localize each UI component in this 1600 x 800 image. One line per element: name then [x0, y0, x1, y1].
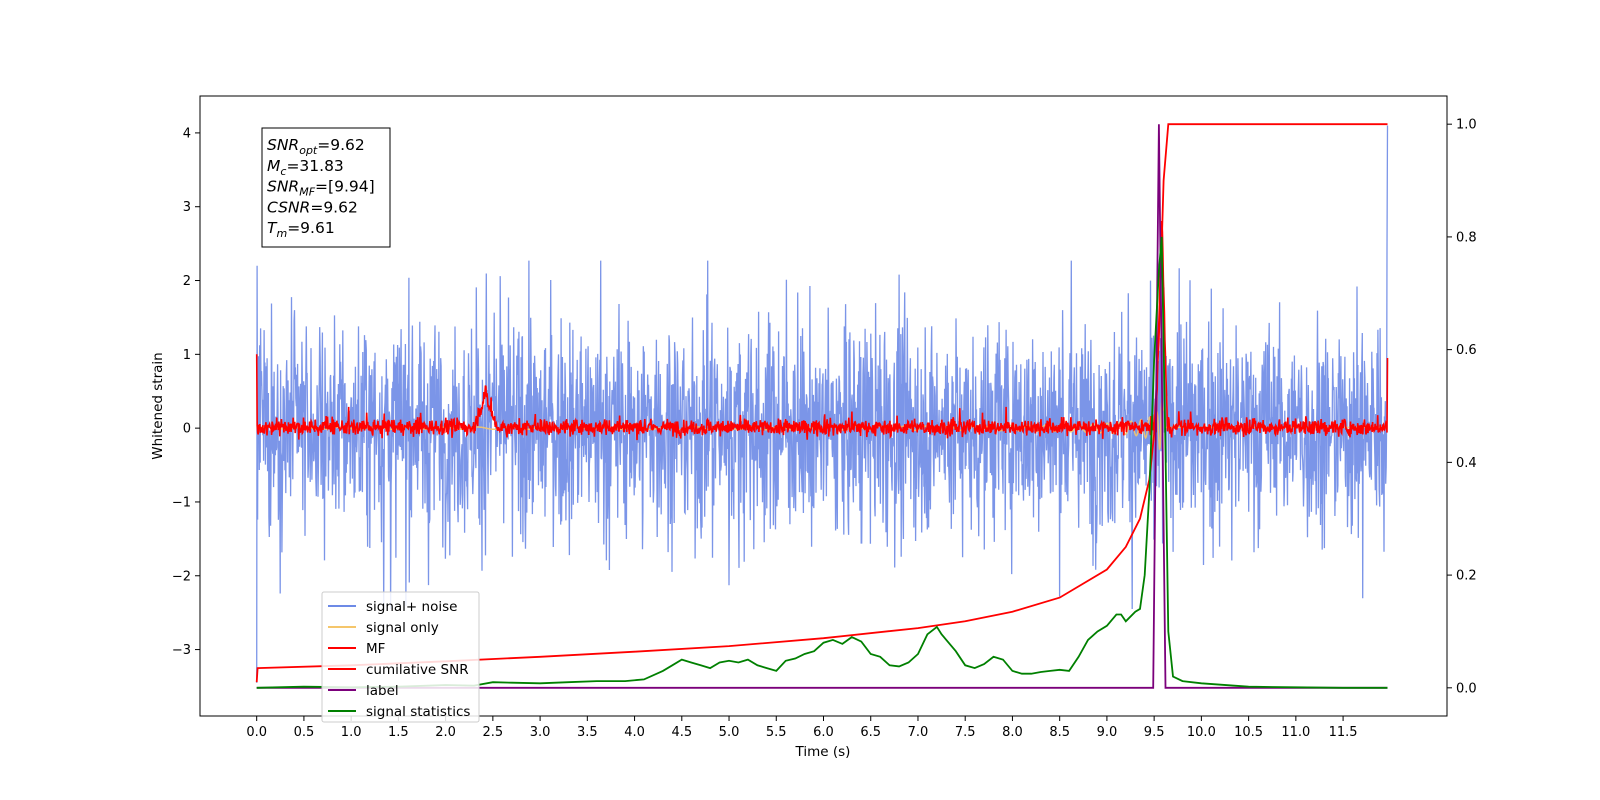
- x-tick-label: 10.0: [1187, 725, 1216, 740]
- x-tick-label: 6.5: [860, 725, 881, 740]
- y-right-tick-label: 0.4: [1456, 456, 1477, 471]
- x-tick-label: 1.0: [341, 725, 362, 740]
- y-axis-left-ticks: 4 3 2 1 0 −1 −2 −3: [172, 126, 200, 658]
- x-tick-label: 0.0: [246, 725, 267, 740]
- x-tick-label: 8.5: [1049, 725, 1070, 740]
- y-left-tick-label: 4: [183, 126, 191, 141]
- x-axis-ticks: 0.0 0.5 1.0 1.5 2.0 2.5 3.0 3.5 4.0 4.5 5.0 5.5 6.0 6…: [246, 716, 1358, 740]
- x-tick-label: 2.0: [435, 725, 456, 740]
- annotation-line: SNRMF=[9.94]: [267, 178, 375, 199]
- annotation-line: Mc=31.83: [267, 157, 344, 178]
- x-tick-label: 3.5: [577, 725, 598, 740]
- y-left-tick-label: −2: [172, 569, 191, 584]
- series-mf-line: [255, 220, 1389, 441]
- y-left-tick-label: 3: [183, 200, 191, 215]
- x-tick-label: 5.0: [719, 725, 740, 740]
- annotation-line: SNRopt=9.62: [267, 136, 365, 157]
- legend: signal+ noise signal only MF cumilative SNR…: [321, 591, 480, 723]
- legend-label: signal statistics: [366, 704, 470, 720]
- y-right-tick-label: 0.8: [1456, 230, 1477, 245]
- y-right-tick-label: 0.2: [1456, 569, 1477, 584]
- x-tick-label: 7.0: [908, 725, 929, 740]
- series-label-line: [256, 124, 1388, 689]
- x-tick-label: 9.0: [1097, 725, 1118, 740]
- x-tick-label: 8.0: [1002, 725, 1023, 740]
- legend-label: label: [366, 683, 399, 699]
- metrics-annotation-box: SNRopt=9.62Mc=31.83SNRMF=[9.94]CSNR=9.62…: [261, 127, 391, 248]
- x-tick-label: 2.5: [483, 725, 504, 740]
- legend-label: MF: [366, 641, 385, 657]
- x-tick-label: 6.0: [813, 725, 834, 740]
- annotation-line: CSNR=9.62: [267, 198, 358, 216]
- y-left-tick-label: 0: [183, 422, 191, 437]
- x-tick-label: 11.5: [1329, 725, 1358, 740]
- x-axis-title: Time (s): [795, 744, 851, 760]
- legend-label: signal+ noise: [366, 599, 457, 615]
- y-right-tick-label: 1.0: [1456, 118, 1477, 133]
- y-left-tick-label: −1: [172, 495, 191, 510]
- legend-frame: [321, 591, 480, 723]
- x-tick-label: 5.5: [766, 725, 787, 740]
- legend-label: signal only: [366, 620, 439, 636]
- annotation-line: Tm=9.61: [267, 219, 335, 240]
- y-left-tick-label: 2: [183, 274, 191, 289]
- y-right-tick-label: 0.6: [1456, 343, 1477, 358]
- x-tick-label: 1.5: [388, 725, 409, 740]
- x-tick-label: 3.0: [530, 725, 551, 740]
- y-right-tick-label: 0.0: [1456, 681, 1477, 696]
- x-tick-label: 9.5: [1144, 725, 1165, 740]
- x-tick-label: 0.5: [294, 725, 315, 740]
- y-axis-right-ticks: 1.0 0.8 0.6 0.4 0.2 0.0: [1447, 118, 1477, 696]
- y-left-tick-label: −3: [172, 643, 191, 658]
- series-signal-statistics-line: [256, 236, 1388, 689]
- x-tick-label: 4.0: [624, 725, 645, 740]
- y-axis-title: Whitened strain: [150, 352, 166, 459]
- y-left-tick-label: 1: [183, 348, 191, 363]
- legend-label: cumilative SNR: [366, 662, 469, 678]
- x-tick-label: 4.5: [671, 725, 692, 740]
- series-signal-noise-line: [256, 125, 1389, 683]
- x-tick-label: 11.0: [1281, 725, 1310, 740]
- x-tick-label: 7.5: [955, 725, 976, 740]
- annotation-frame: [261, 127, 391, 248]
- x-tick-label: 10.5: [1234, 725, 1263, 740]
